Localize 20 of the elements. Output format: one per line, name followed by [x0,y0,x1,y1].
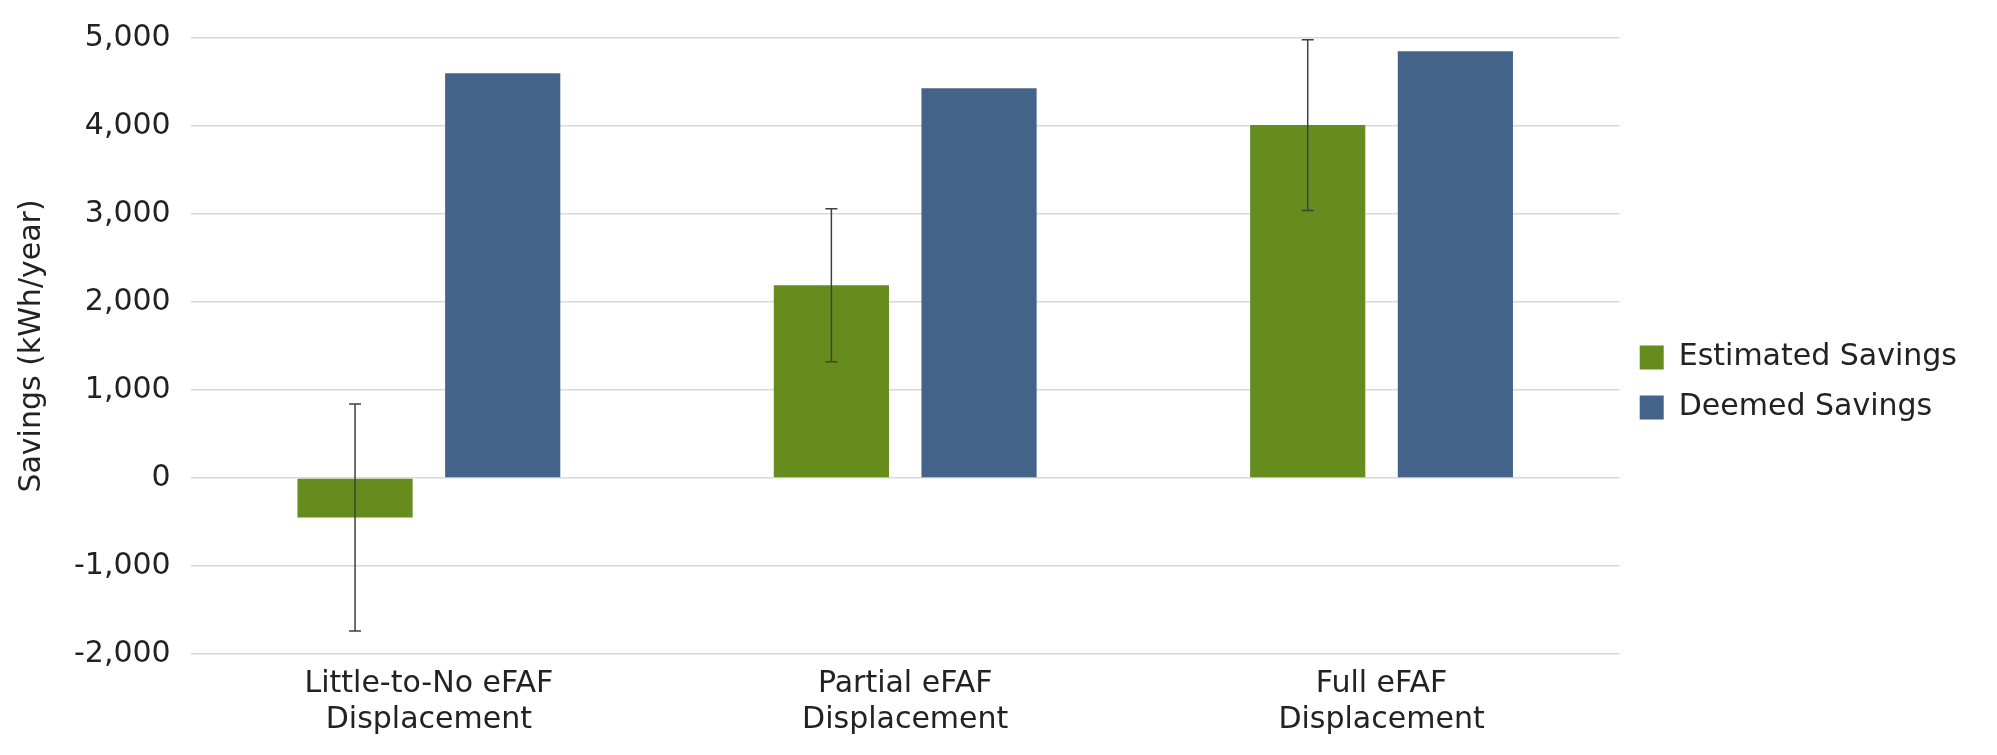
y-tick-label: 1,000 [84,369,171,405]
x-tick-label: Partial eFAF Displacement [802,663,1009,735]
y-tick-label: 0 [151,457,171,493]
y-tick-label: -1,000 [73,545,171,581]
y-tick-label: -2,000 [73,633,171,669]
y-tick-label: 4,000 [84,105,171,141]
bar [773,285,889,478]
y-tick-label: 5,000 [84,17,171,53]
bar [921,88,1037,478]
bar [297,478,413,518]
y-axis-title: Savings (kWh/year) [11,199,47,493]
x-tick-label: Little-to-No eFAF Displacement [304,663,554,735]
bar [1397,51,1513,478]
bar [445,73,561,478]
y-tick-label: 3,000 [84,193,171,229]
legend-label: Deemed Savings [1678,387,1933,423]
y-tick-label: 2,000 [84,281,171,317]
x-tick-label: Full eFAF Displacement [1278,663,1485,735]
legend-label: Estimated Savings [1678,337,1958,373]
bar [1250,125,1366,478]
